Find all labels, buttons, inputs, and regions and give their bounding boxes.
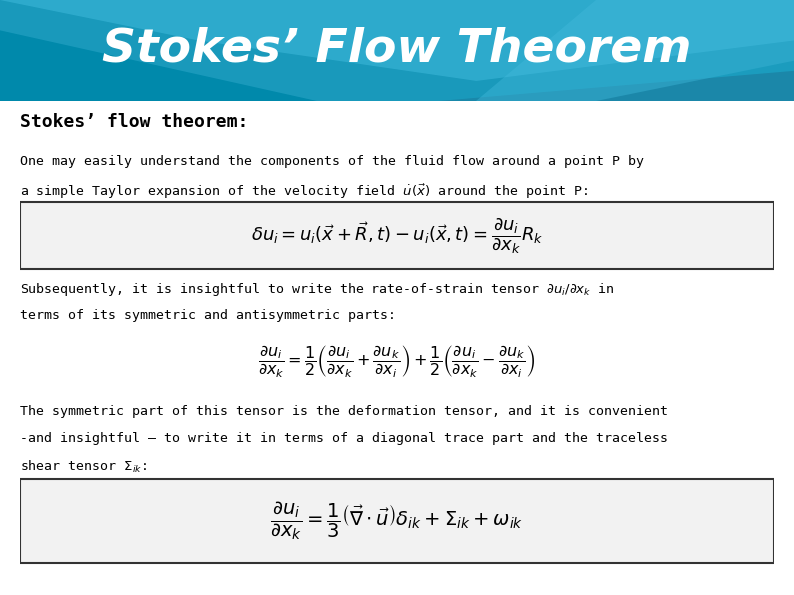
Polygon shape: [0, 0, 794, 101]
Text: shear tensor $\Sigma_{ik}$:: shear tensor $\Sigma_{ik}$:: [20, 459, 147, 475]
Text: $\dfrac{\partial u_i}{\partial x_k} = \dfrac{1}{2}\left(\dfrac{\partial u_i}{\pa: $\dfrac{\partial u_i}{\partial x_k} = \d…: [258, 343, 536, 380]
Text: $\delta u_i = u_i(\vec{x} + \vec{R},t) - u_i(\vec{x},t) = \dfrac{\partial u_i}{\: $\delta u_i = u_i(\vec{x} + \vec{R},t) -…: [251, 216, 543, 255]
Text: Stokes’ Flow Theorem: Stokes’ Flow Theorem: [102, 26, 692, 71]
Text: One may easily understand the components of the fluid flow around a point P by: One may easily understand the components…: [20, 155, 644, 168]
FancyBboxPatch shape: [20, 202, 774, 269]
Text: terms of its symmetric and antisymmetric parts:: terms of its symmetric and antisymmetric…: [20, 309, 396, 321]
Text: -and insightful – to write it in terms of a diagonal trace part and the traceles: -and insightful – to write it in terms o…: [20, 432, 668, 445]
Polygon shape: [0, 0, 794, 101]
Text: Subsequently, it is insightful to write the rate-of-strain tensor $\partial u_i/: Subsequently, it is insightful to write …: [20, 281, 615, 299]
FancyBboxPatch shape: [20, 479, 774, 563]
Text: The symmetric part of this tensor is the deformation tensor, and it is convenien: The symmetric part of this tensor is the…: [20, 405, 668, 418]
Polygon shape: [0, 0, 794, 81]
Text: a simple Taylor expansion of the velocity field $\dot{u}(\vec{x})$ around the po: a simple Taylor expansion of the velocit…: [20, 183, 588, 201]
FancyBboxPatch shape: [0, 0, 794, 101]
Text: $\dfrac{\partial u_i}{\partial x_k} = \dfrac{1}{3}\left(\vec{\nabla}\cdot\vec{u}: $\dfrac{\partial u_i}{\partial x_k} = \d…: [271, 500, 523, 542]
Polygon shape: [476, 0, 794, 101]
Text: Stokes’ flow theorem:: Stokes’ flow theorem:: [20, 114, 249, 131]
